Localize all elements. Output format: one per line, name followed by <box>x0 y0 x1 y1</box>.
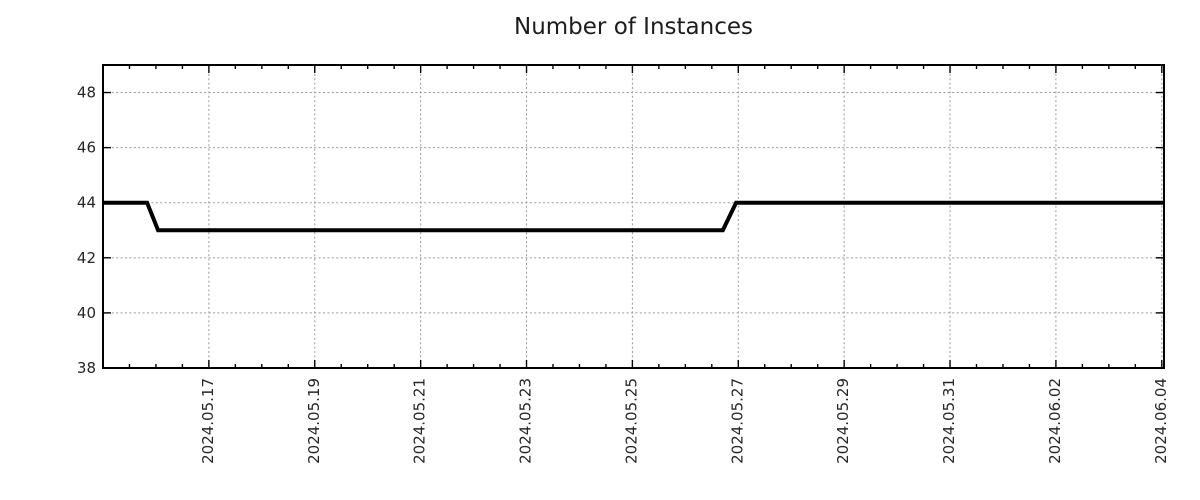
x-tick-label: 2024.05.17 <box>199 378 217 464</box>
x-tick-label: 2024.05.31 <box>940 378 958 464</box>
y-tick-label: 44 <box>77 194 96 212</box>
x-tick-label: 2024.05.25 <box>622 378 640 464</box>
x-tick-label: 2024.05.21 <box>411 378 429 464</box>
y-tick-label: 46 <box>77 139 96 157</box>
x-tick-label: 2024.05.23 <box>517 378 535 464</box>
chart-title: Number of Instances <box>514 14 753 40</box>
x-tick-label: 2024.06.02 <box>1046 378 1064 464</box>
y-tick-label: 42 <box>77 249 96 267</box>
x-tick-label: 2024.06.04 <box>1152 378 1170 464</box>
x-tick-label: 2024.05.29 <box>834 378 852 464</box>
x-tick-label: 2024.05.27 <box>728 378 746 464</box>
series-line <box>103 200 1164 233</box>
y-tick-label: 40 <box>77 304 96 322</box>
y-tick-label: 38 <box>77 359 96 377</box>
plot-border <box>102 64 1165 369</box>
y-tick-label: 48 <box>77 84 96 102</box>
x-tick-label: 2024.05.19 <box>305 378 323 464</box>
